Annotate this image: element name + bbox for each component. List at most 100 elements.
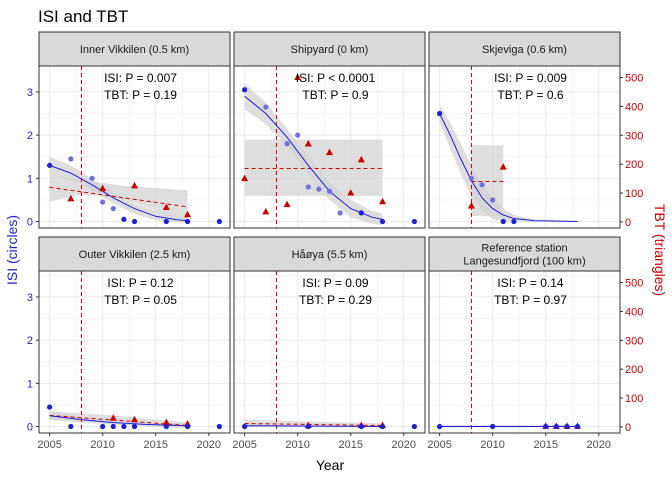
isi-point (437, 110, 443, 117)
y-tick-label-left: 1 (27, 378, 33, 390)
panel-0: Inner Vikkilen (0.5 km) ISI: P = 0.007 TBT… (27, 31, 231, 229)
facet-strip (233, 31, 426, 67)
isi-fit-line (439, 113, 578, 222)
x-axis-label: Year (316, 457, 345, 473)
panel-border (38, 270, 231, 434)
facet-strip (428, 236, 621, 272)
isi-point (131, 423, 138, 430)
tbt-point (162, 203, 170, 210)
y-tick-label-left: 1 (27, 173, 33, 185)
panel-border (38, 65, 231, 229)
x-tick-label: 2020 (197, 439, 221, 451)
tbt-point (326, 148, 333, 156)
isi-point (121, 423, 127, 430)
isi-confidence-band (49, 411, 188, 428)
isi-point (379, 423, 386, 430)
plot-area (437, 66, 578, 228)
y-tick-label-right: 0 (625, 422, 631, 434)
isi-fit-line (49, 164, 188, 222)
panel-3: Outer Vikkilen (2.5 km) ISI: P = 0.12 TBT:… (27, 236, 231, 451)
isi-point (553, 423, 559, 430)
isi-point (379, 218, 386, 225)
x-tick-label: 2020 (587, 439, 611, 451)
tbt-p-value: TBT: P = 0.29 (299, 293, 372, 307)
isi-point (358, 423, 364, 430)
x-tick-label: 2010 (285, 439, 309, 451)
tbt-point (131, 181, 138, 189)
y-tick-label-right: 100 (625, 188, 643, 200)
isi-point (437, 423, 443, 430)
panel-border (428, 270, 621, 434)
tbt-point (294, 73, 302, 81)
tbt-fit-line (49, 186, 188, 208)
facet-strip (233, 236, 426, 272)
isi-point (184, 423, 191, 430)
isi-p-value: ISI: P = 0.12 (107, 276, 173, 290)
panel-border (233, 270, 426, 434)
tbt-point (304, 139, 312, 147)
tbt-point (467, 202, 475, 209)
panel-border (233, 65, 426, 229)
y-tick-label-right: 0 (625, 217, 631, 229)
tbt-point (67, 194, 75, 202)
isi-point (305, 423, 311, 430)
x-tick-label: 2005 (427, 439, 451, 451)
isi-point (163, 218, 169, 225)
isi-point (479, 182, 485, 188)
panel-border (428, 65, 621, 229)
x-tick-label: 2010 (480, 439, 504, 451)
isi-point (47, 404, 53, 410)
tbt-p-value: TBT: P = 0.05 (104, 293, 177, 307)
x-tick-label: 2015 (338, 439, 362, 451)
isi-point (110, 205, 116, 212)
tbt-point (283, 200, 291, 208)
y-tick-label-right: 300 (625, 130, 643, 142)
tbt-point (162, 418, 170, 426)
tbt-p-value: TBT: P = 0.19 (104, 88, 177, 102)
panel-grid: Inner Vikkilen (0.5 km) ISI: P = 0.007 TBT… (27, 31, 643, 451)
isi-point (411, 218, 417, 225)
isi-point (295, 132, 301, 138)
tbt-point (499, 163, 507, 170)
tbt-p-value: TBT: P = 0.9 (302, 88, 368, 102)
isi-point (68, 423, 74, 430)
isi-point (574, 423, 581, 430)
isi-confidence-band (49, 156, 188, 223)
x-tick-label: 2015 (533, 439, 557, 451)
tbt-point (357, 155, 365, 163)
facet-strip (38, 31, 231, 67)
x-tick-label: 2010 (90, 439, 114, 451)
isi-point (100, 199, 106, 205)
facet-title: Langesundfjord (100 km) (463, 256, 585, 268)
isi-point (110, 423, 116, 430)
facet-strip (428, 31, 621, 67)
facet-title: Outer Vikkilen (2.5 km) (79, 249, 191, 261)
y-tick-label-left: 3 (27, 87, 33, 99)
isi-point (511, 218, 517, 225)
x-tick-label: 2005 (232, 439, 256, 451)
y-tick-label-left: 2 (27, 130, 33, 142)
plot-background (234, 271, 425, 433)
isi-point (411, 423, 417, 430)
plot-area (242, 271, 417, 433)
isi-point (326, 188, 333, 194)
y-tick-label-left: 0 (27, 217, 33, 229)
y-tick-label-left: 0 (27, 422, 33, 434)
isi-point (337, 210, 343, 216)
facet-title: Skjeviga (0.6 km) (482, 44, 567, 56)
tbt-point (109, 414, 117, 421)
facet-title: Reference station (481, 243, 567, 255)
isi-point (216, 218, 222, 225)
isi-point (163, 423, 169, 430)
tbt-point (131, 415, 138, 423)
tbt-point (347, 189, 355, 196)
isi-point (490, 423, 496, 430)
isi-p-value: ISI: P < 0.0001 (296, 71, 376, 85)
plot-area (241, 66, 417, 228)
panel-1: Shipyard (0 km) ISI: P < 0.0001 TBT: P = 0… (233, 31, 426, 229)
tbt-point (262, 207, 270, 215)
facet-title: Inner Vikkilen (0.5 km) (80, 44, 189, 56)
isi-point (242, 423, 248, 430)
